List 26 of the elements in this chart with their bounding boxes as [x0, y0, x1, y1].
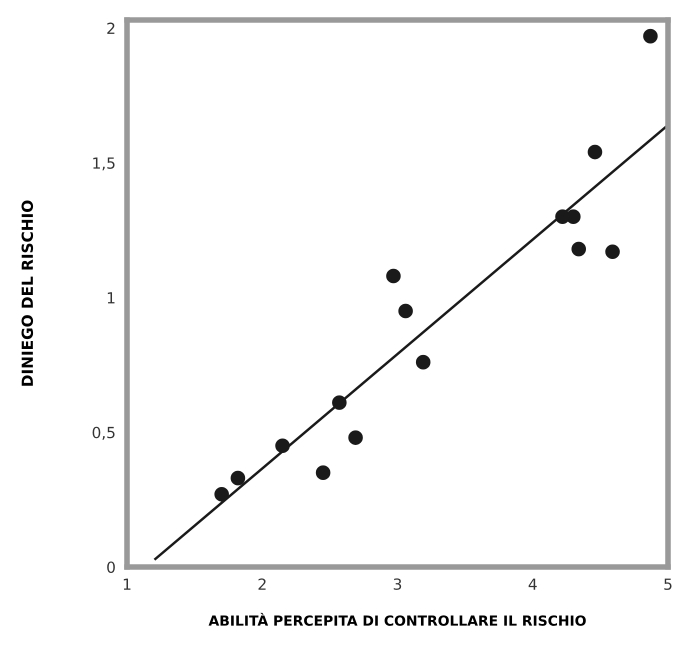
y-tick-label: 1,5 [93, 157, 115, 170]
x-tick-label: 2 [258, 578, 266, 590]
point [230, 470, 246, 486]
x-tick-label: 4 [528, 578, 537, 590]
point [348, 430, 363, 445]
point [416, 354, 430, 370]
point [605, 244, 620, 260]
y-axis-title: DINIEGO DEL RISCHIO [22, 200, 34, 386]
point [316, 465, 330, 480]
point [332, 395, 347, 410]
y-tick-label: 0 [107, 561, 115, 574]
point [566, 209, 581, 224]
point [214, 486, 229, 502]
y-tick-label: 1 [108, 292, 114, 304]
x-tick-label: 3 [394, 578, 402, 590]
point [398, 304, 413, 318]
x-axis-title: ABILITÀ PERCEPITA DI CONTROLLARE IL RISCHIO [208, 612, 586, 626]
y-tick-label: 2 [107, 22, 114, 34]
x-tick-label: 1 [124, 578, 130, 590]
point [571, 242, 586, 256]
point [588, 144, 602, 160]
point [386, 268, 401, 284]
point [643, 28, 658, 44]
x-tick-label: 5 [664, 578, 672, 590]
point [275, 438, 290, 454]
y-tick-label: 0,5 [92, 426, 115, 440]
